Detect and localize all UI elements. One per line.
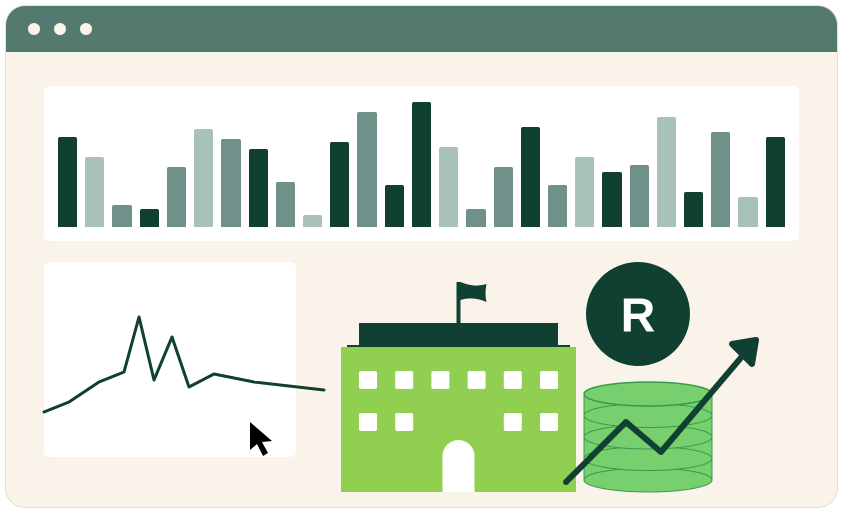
- bar: [112, 205, 131, 227]
- bar: [575, 157, 594, 227]
- content-area: R: [6, 52, 837, 507]
- window-control-minimize[interactable]: [54, 23, 66, 35]
- bar: [276, 182, 295, 227]
- window-titlebar: [6, 6, 837, 52]
- bar: [357, 112, 376, 227]
- bar: [766, 137, 785, 227]
- currency-badge-icon: R: [586, 262, 690, 366]
- bar: [439, 147, 458, 227]
- bar: [249, 149, 268, 227]
- bar-chart: [58, 100, 785, 227]
- bar: [466, 209, 485, 227]
- currency-letter: R: [621, 290, 656, 343]
- line-chart-panel: [44, 262, 296, 457]
- bar: [85, 157, 104, 227]
- cursor-icon: [250, 422, 272, 456]
- browser-window: R: [5, 5, 838, 508]
- bar: [194, 129, 213, 227]
- window-control-maximize[interactable]: [80, 23, 92, 35]
- bar: [221, 139, 240, 227]
- bar: [711, 132, 730, 227]
- bar: [494, 167, 513, 227]
- bar: [303, 215, 322, 227]
- bar: [521, 127, 540, 227]
- bar: [140, 209, 159, 227]
- bar: [58, 137, 77, 227]
- bar: [630, 165, 649, 227]
- line-chart: [44, 262, 296, 457]
- bar: [684, 192, 703, 227]
- bar: [657, 117, 676, 227]
- bar: [738, 197, 757, 227]
- bar-chart-panel: [44, 86, 799, 241]
- bar: [385, 185, 404, 227]
- bar: [412, 102, 431, 227]
- bar: [330, 142, 349, 227]
- government-building-icon: [341, 282, 576, 492]
- bar: [548, 185, 567, 227]
- bar: [602, 172, 621, 227]
- bar: [167, 167, 186, 227]
- window-control-close[interactable]: [28, 23, 40, 35]
- illustration-cluster: R: [316, 262, 796, 492]
